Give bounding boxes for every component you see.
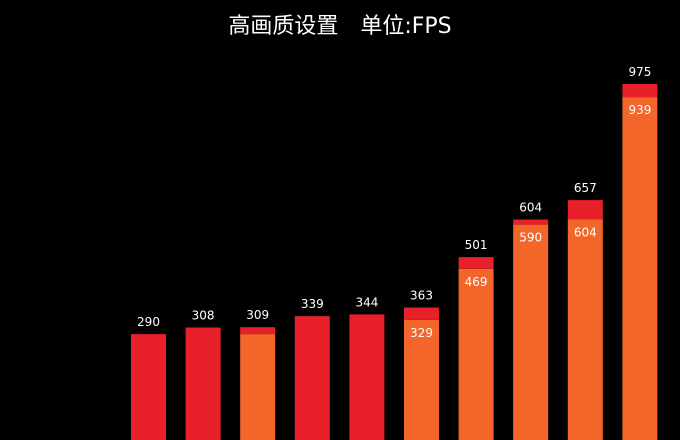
bar-segment-lower [567, 219, 603, 440]
bar-segment-upper [567, 200, 603, 220]
bar-total-label: 604 [519, 201, 542, 215]
bar-inner-label: 329 [410, 326, 433, 340]
bar-total-label: 501 [465, 238, 488, 252]
bar-inner-label: 939 [628, 103, 651, 117]
bar-total-label: 290 [137, 315, 160, 329]
bar-total-label: 308 [192, 309, 215, 323]
bar-segment-upper [131, 334, 166, 440]
bar-total-label: 344 [355, 295, 378, 309]
bar-segment-upper [294, 316, 330, 440]
bar-total-label: 309 [246, 308, 269, 322]
bar-segment-upper [240, 327, 276, 335]
chart-subtitle: 高画质设置 单位:FPS [228, 14, 452, 39]
bar-segment-lower [513, 224, 549, 440]
bar-segment-lower [458, 268, 494, 440]
bar-inner-label: 590 [519, 231, 542, 245]
bar-total-label: 657 [574, 181, 597, 195]
bar-segment-upper [185, 327, 221, 440]
bar-total-label: 975 [628, 65, 651, 79]
bar-total-label: 339 [301, 297, 324, 311]
bar-segment-lower [622, 97, 658, 440]
bar-segment-upper [622, 84, 658, 98]
bar-inner-label: 604 [574, 226, 597, 240]
bar-inner-label: 469 [465, 275, 488, 289]
bar-total-label: 363 [410, 289, 433, 303]
bar-segment-upper [513, 219, 549, 225]
bar-segment-lower [404, 319, 439, 440]
bar-segment-upper [349, 314, 385, 440]
bar-segment-lower [240, 334, 276, 440]
bar-segment-upper [404, 307, 439, 320]
bar-segment-upper [458, 257, 494, 269]
